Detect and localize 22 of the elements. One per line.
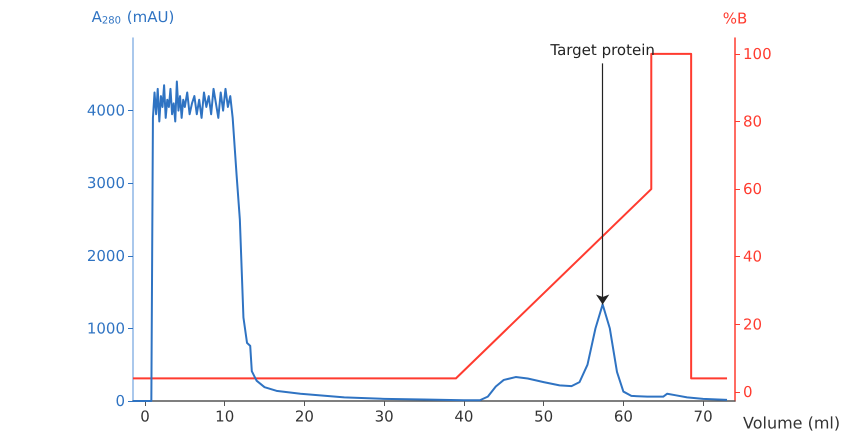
x-tick-label: 0 xyxy=(140,408,150,426)
y2-axis-title: %B xyxy=(722,10,748,28)
y2-tick-label: 0 xyxy=(743,382,753,401)
y-tick-label: 4000 xyxy=(86,102,125,120)
annotation: Target protein xyxy=(549,40,655,59)
y2-tick-label: 20 xyxy=(743,315,762,334)
x-tick-label: 20 xyxy=(294,408,314,426)
x-tick-label: 70 xyxy=(694,408,713,426)
y-tick-label: 0 xyxy=(115,392,125,410)
y-tick-label: 1000 xyxy=(86,319,125,338)
x-tick-label: 30 xyxy=(374,408,394,426)
x-tick-label: 10 xyxy=(215,408,234,426)
y2-tick-label: 80 xyxy=(743,112,762,130)
x-tick-label: 40 xyxy=(454,408,474,426)
y-tick-label: 2000 xyxy=(86,246,125,265)
y2-tick-label: 100 xyxy=(743,44,772,63)
x-tick-label: 60 xyxy=(614,408,633,426)
y2-tick-label: 40 xyxy=(743,248,762,266)
y2-tick-label: 60 xyxy=(743,180,762,198)
y-tick-label: 3000 xyxy=(86,174,125,192)
x-tick-label: 50 xyxy=(534,408,554,426)
x-axis-title: Volume (ml) xyxy=(743,414,840,432)
